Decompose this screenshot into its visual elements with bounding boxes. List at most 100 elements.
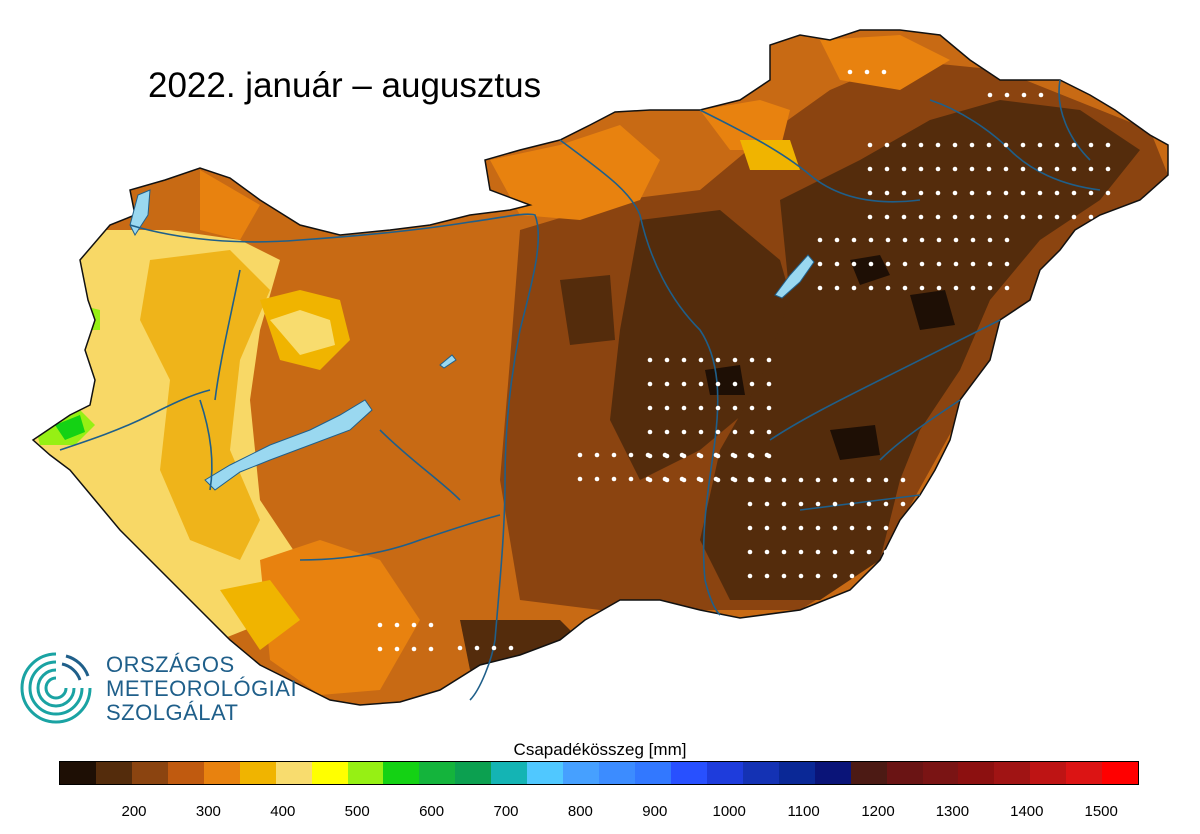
significance-dot xyxy=(970,237,976,243)
significance-dot xyxy=(411,646,417,652)
legend-tick-label: 500 xyxy=(344,803,370,820)
significance-dot xyxy=(851,285,857,291)
significance-dot xyxy=(867,214,873,220)
significance-dot xyxy=(611,452,617,458)
significance-dot xyxy=(832,549,838,555)
significance-dot xyxy=(936,237,942,243)
significance-dot xyxy=(935,190,941,196)
significance-dot xyxy=(987,92,993,98)
significance-dot xyxy=(764,573,770,579)
significance-dot xyxy=(681,405,687,411)
significance-dot xyxy=(749,405,755,411)
legend-swatch xyxy=(778,762,815,784)
significance-dot xyxy=(377,622,383,628)
significance-dot xyxy=(935,166,941,172)
significance-dot xyxy=(1020,190,1026,196)
significance-dot xyxy=(935,214,941,220)
legend-swatch xyxy=(491,762,528,784)
legend-swatch xyxy=(563,762,600,784)
significance-dot xyxy=(1105,142,1111,148)
significance-dot xyxy=(815,573,821,579)
org-name-line3: SZOLGÁLAT xyxy=(106,700,239,725)
significance-dot xyxy=(969,190,975,196)
legend-swatch xyxy=(455,762,492,784)
legend-swatch xyxy=(922,762,959,784)
significance-dot xyxy=(798,549,804,555)
significance-dot xyxy=(1071,166,1077,172)
significance-dot xyxy=(936,261,942,267)
significance-dot xyxy=(834,285,840,291)
significance-dot xyxy=(645,476,651,482)
significance-dot xyxy=(919,237,925,243)
significance-dot xyxy=(1088,142,1094,148)
significance-dot xyxy=(577,476,583,482)
significance-dot xyxy=(918,214,924,220)
significance-dot xyxy=(1004,285,1010,291)
significance-dot xyxy=(681,357,687,363)
significance-dot xyxy=(969,214,975,220)
significance-dot xyxy=(732,381,738,387)
significance-dot xyxy=(987,261,993,267)
significance-dot xyxy=(628,452,634,458)
significance-dot xyxy=(764,549,770,555)
significance-dot xyxy=(732,429,738,435)
significance-dot xyxy=(952,190,958,196)
significance-dot xyxy=(747,501,753,507)
significance-dot xyxy=(969,142,975,148)
legend-color-bar xyxy=(59,761,1139,785)
significance-dot xyxy=(817,285,823,291)
significance-dot xyxy=(411,622,417,628)
significance-dot xyxy=(918,142,924,148)
significance-dot xyxy=(1088,166,1094,172)
significance-dot xyxy=(698,405,704,411)
legend-swatch xyxy=(850,762,887,784)
significance-dot xyxy=(885,261,891,267)
significance-dot xyxy=(798,501,804,507)
significance-dot xyxy=(747,573,753,579)
significance-dot xyxy=(851,237,857,243)
significance-dot xyxy=(647,381,653,387)
significance-dot xyxy=(713,452,719,458)
significance-dot xyxy=(881,69,887,75)
significance-dot xyxy=(884,190,890,196)
significance-dot xyxy=(849,549,855,555)
significance-dot xyxy=(987,285,993,291)
legend-tick-label: 1500 xyxy=(1084,803,1118,820)
significance-dot xyxy=(647,429,653,435)
legend-swatch xyxy=(95,762,132,784)
significance-dot xyxy=(1004,92,1010,98)
significance-dot xyxy=(664,381,670,387)
significance-dot xyxy=(834,237,840,243)
significance-dot xyxy=(766,405,772,411)
significance-dot xyxy=(952,214,958,220)
significance-dot xyxy=(1054,142,1060,148)
significance-dot xyxy=(730,476,736,482)
significance-dot xyxy=(747,477,753,483)
significance-dot xyxy=(781,549,787,555)
significance-dot xyxy=(851,261,857,267)
significance-dot xyxy=(1004,261,1010,267)
significance-dot xyxy=(715,357,721,363)
significance-dot xyxy=(1105,190,1111,196)
significance-dot xyxy=(681,381,687,387)
significance-dot xyxy=(730,452,736,458)
legend-tick-label: 200 xyxy=(121,803,147,820)
omsz-logo: ORSZÁGOS METEOROLÓGIAI SZOLGÁLAT xyxy=(14,644,297,734)
legend-tick-label: 1300 xyxy=(935,803,970,820)
significance-dot xyxy=(867,142,873,148)
significance-dot xyxy=(1071,214,1077,220)
significance-dot xyxy=(766,381,772,387)
significance-dot xyxy=(900,501,906,507)
significance-dot xyxy=(764,501,770,507)
significance-dot xyxy=(747,549,753,555)
significance-dot xyxy=(594,476,600,482)
significance-dot xyxy=(766,357,772,363)
significance-dot xyxy=(868,237,874,243)
significance-dot xyxy=(901,166,907,172)
legend-swatch xyxy=(60,762,96,784)
significance-dot xyxy=(864,69,870,75)
legend-swatch xyxy=(131,762,168,784)
significance-dot xyxy=(594,452,600,458)
legend-swatch xyxy=(347,762,384,784)
legend-swatch xyxy=(886,762,923,784)
